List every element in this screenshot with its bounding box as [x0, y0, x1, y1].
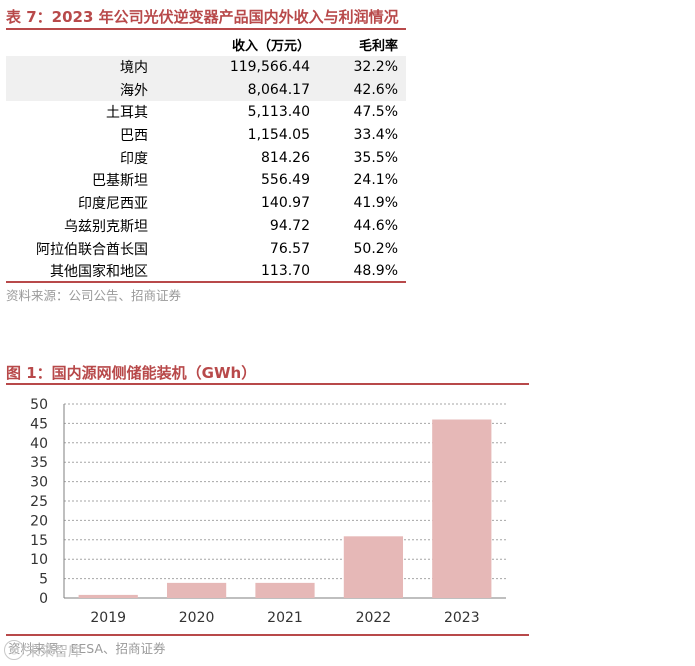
table-row: 海外 8,064.17 42.6%	[6, 78, 406, 102]
figure-title-rule	[6, 383, 529, 385]
y-tick-label: 5	[39, 572, 48, 588]
y-tick-label: 0	[39, 591, 48, 607]
y-tick-label: 30	[30, 475, 48, 491]
table-row: 土耳其 5,113.40 47.5%	[6, 101, 406, 124]
cell-region: 阿拉伯联合酋长国	[36, 241, 148, 258]
header-margin: 毛利率	[358, 38, 398, 54]
table-row: 境内 119,566.44 32.2%	[6, 55, 406, 79]
cell-revenue: 1,154.05	[247, 127, 310, 144]
figure-title: 图 1：国内源网侧储能装机（GWh）	[6, 364, 257, 382]
x-tick-label: 2019	[90, 610, 126, 626]
cell-region: 海外	[6, 78, 156, 102]
cell-revenue: 556.49	[261, 172, 310, 189]
cell-region: 土耳其	[106, 105, 148, 122]
table-header-row: 收入（万元） 毛利率	[6, 33, 406, 56]
cell-region: 境内	[6, 55, 156, 79]
bar	[343, 536, 404, 598]
y-tick-label: 25	[30, 494, 48, 510]
y-tick-label: 40	[30, 436, 48, 452]
table-bottom-rule	[6, 281, 406, 283]
y-tick-label: 35	[30, 455, 48, 471]
table-title-rule	[6, 28, 406, 30]
x-tick-label: 2022	[356, 610, 392, 626]
table-row: 阿拉伯联合酋长国 76.57 50.2%	[6, 237, 406, 260]
x-tick-label: 2020	[179, 610, 215, 626]
table-row: 印度尼西亚 140.97 41.9%	[6, 192, 406, 215]
y-tick-label: 50	[30, 397, 48, 413]
cell-revenue: 814.26	[261, 149, 310, 166]
cell-revenue: 140.97	[261, 195, 310, 212]
figure-source: 资料来源：EESA、招商证券	[8, 641, 166, 656]
cell-margin: 42.6%	[310, 78, 406, 102]
cell-revenue: 94.72	[269, 217, 310, 234]
figure-bottom-rule	[6, 634, 529, 636]
cell-margin: 33.4%	[353, 127, 398, 144]
y-tick-label: 20	[30, 513, 48, 529]
cell-region: 印度	[120, 150, 148, 167]
bar	[78, 594, 138, 598]
revenue-table: 收入（万元） 毛利率 境内 119,566.44 32.2% 海外 8,064.17 42…	[6, 33, 406, 283]
header-revenue: 收入（万元）	[231, 38, 310, 54]
cell-margin: 47.5%	[353, 104, 398, 121]
cell-margin: 41.9%	[353, 195, 398, 212]
cell-margin: 35.5%	[353, 149, 398, 166]
x-tick-label: 2021	[267, 610, 303, 626]
bar	[432, 419, 492, 598]
cell-region: 其他国家和地区	[50, 264, 148, 281]
cell-revenue: 113.70	[261, 263, 310, 280]
cell-region: 巴基斯坦	[92, 173, 148, 190]
cell-margin: 48.9%	[353, 263, 398, 280]
cell-margin: 32.2%	[310, 55, 406, 79]
table-row: 乌兹别克斯坦 94.72 44.6%	[6, 215, 406, 238]
cell-revenue: 76.57	[269, 240, 310, 257]
cell-margin: 44.6%	[353, 217, 398, 234]
table-row: 其他国家和地区 113.70 48.9%	[6, 260, 406, 283]
watermark-logo-icon: ◎	[4, 640, 24, 660]
table-row: 巴西 1,154.05 33.4%	[6, 124, 406, 147]
cell-revenue: 8,064.17	[156, 78, 310, 102]
table-title: 表 7：2023 年公司光伏逆变器产品国内外收入与利润情况	[6, 8, 399, 26]
table-row: 巴基斯坦 556.49 24.1%	[6, 169, 406, 192]
x-tick-label: 2023	[444, 610, 480, 626]
watermark-text: 未来智库	[26, 644, 82, 660]
bar	[166, 582, 227, 598]
y-tick-label: 10	[30, 552, 48, 568]
y-tick-label: 15	[30, 533, 48, 549]
table-row: 印度 814.26 35.5%	[6, 146, 406, 169]
cell-region: 印度尼西亚	[78, 196, 148, 213]
cell-margin: 50.2%	[353, 240, 398, 257]
y-tick-label: 45	[30, 416, 48, 432]
cell-revenue: 119,566.44	[156, 55, 310, 79]
cell-revenue: 5,113.40	[247, 104, 310, 121]
cell-region: 巴西	[120, 128, 148, 145]
cell-region: 乌兹别克斯坦	[64, 218, 148, 235]
table-source: 资料来源：公司公告、招商证券	[6, 288, 182, 303]
cell-margin: 24.1%	[353, 172, 398, 189]
bar	[255, 582, 315, 598]
